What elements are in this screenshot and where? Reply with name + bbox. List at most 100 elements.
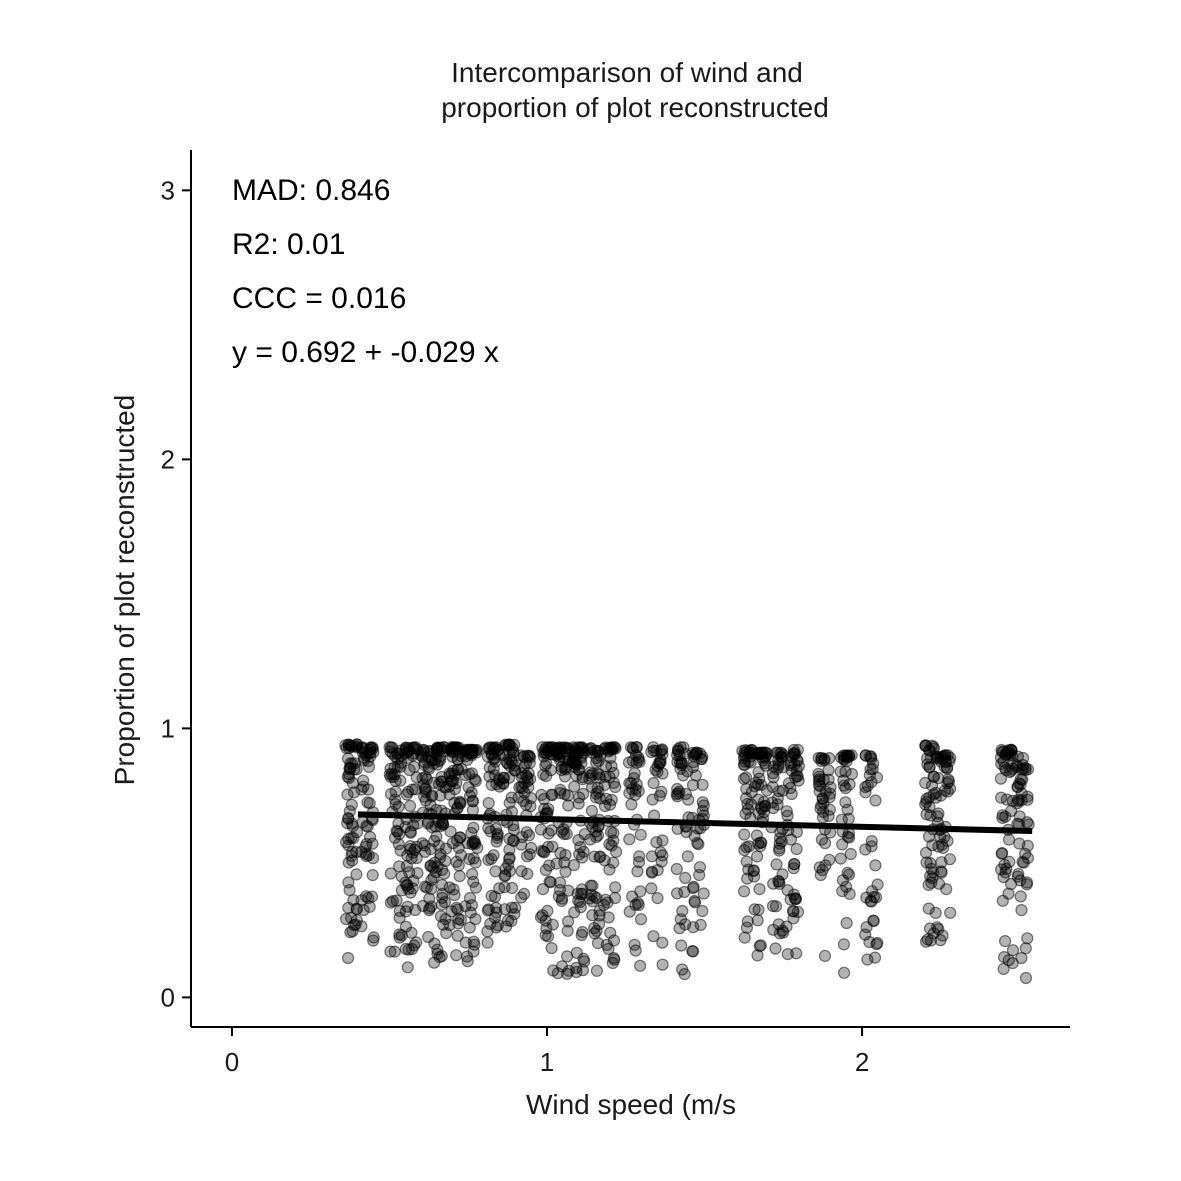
data-point	[753, 747, 766, 761]
data-point	[608, 891, 622, 905]
data-point	[737, 885, 751, 898]
data-point	[938, 830, 951, 844]
data-point	[342, 951, 355, 965]
data-point	[670, 887, 684, 900]
data-point	[919, 776, 932, 790]
data-point	[537, 845, 550, 858]
data-point	[570, 769, 583, 782]
data-point	[607, 776, 621, 790]
data-point	[818, 949, 832, 963]
data-point	[567, 858, 581, 872]
x-axis-title: Wind speed (m/s	[526, 1089, 736, 1120]
data-point	[692, 838, 705, 851]
data-point	[599, 759, 613, 773]
data-point	[570, 946, 583, 959]
data-point	[520, 850, 534, 863]
x-axis-ticks: 0 1 2	[225, 1027, 869, 1077]
x-tick-label: 1	[540, 1047, 554, 1077]
data-point	[572, 741, 585, 754]
data-point	[816, 863, 829, 877]
data-point	[645, 882, 658, 895]
data-point	[444, 825, 457, 838]
data-point	[464, 906, 477, 919]
data-point	[645, 865, 659, 878]
data-point	[836, 884, 849, 898]
data-point	[503, 771, 516, 784]
data-point	[489, 822, 503, 836]
data-point	[681, 850, 694, 863]
data-point	[634, 885, 647, 898]
data-point	[1003, 855, 1016, 869]
data-point	[676, 963, 689, 976]
regression-line	[357, 811, 1033, 835]
data-point	[360, 819, 373, 832]
data-point	[461, 955, 474, 968]
data-point	[541, 930, 555, 943]
data-point	[584, 742, 597, 755]
data-point	[577, 845, 590, 858]
data-point	[942, 773, 955, 786]
data-point	[561, 924, 574, 937]
data-point	[941, 785, 954, 798]
data-point	[840, 749, 853, 762]
data-point	[586, 909, 599, 922]
data-point	[841, 803, 854, 816]
data-point	[740, 855, 753, 868]
data-point	[861, 779, 874, 792]
data-point	[741, 797, 754, 811]
data-point	[590, 964, 604, 977]
data-point	[696, 778, 709, 791]
data-point	[609, 845, 623, 859]
data-point	[561, 915, 575, 928]
data-point	[431, 744, 444, 758]
data-point	[675, 939, 688, 952]
data-point	[555, 892, 569, 905]
data-point	[753, 882, 766, 896]
data-point	[740, 841, 753, 854]
data-point	[609, 881, 622, 894]
data-point	[689, 769, 702, 782]
data-point	[588, 927, 601, 940]
data-point	[859, 749, 872, 762]
data-point	[405, 926, 418, 939]
data-point	[348, 786, 361, 799]
data-point	[697, 809, 711, 822]
data-point	[787, 912, 800, 925]
data-point	[403, 763, 416, 777]
data-point	[383, 768, 396, 781]
data-point	[384, 867, 397, 880]
data-point	[1002, 887, 1015, 900]
data-point	[770, 762, 784, 776]
data-point	[1016, 855, 1029, 869]
data-point	[740, 921, 754, 934]
data-point	[843, 887, 856, 901]
data-point	[1000, 862, 1013, 876]
data-point	[864, 894, 877, 908]
data-point	[630, 756, 643, 769]
data-point	[393, 928, 406, 941]
data-point	[788, 758, 801, 771]
data-point	[489, 901, 503, 915]
data-point	[695, 752, 708, 766]
data-point	[822, 809, 835, 823]
data-point	[1021, 932, 1034, 945]
data-point	[509, 901, 522, 914]
data-point	[436, 878, 449, 892]
data-point	[769, 942, 782, 955]
data-point	[559, 865, 572, 878]
data-point	[781, 884, 794, 897]
data-point	[869, 794, 882, 807]
data-point	[534, 911, 548, 924]
data-point	[634, 828, 647, 841]
data-point	[787, 862, 800, 875]
data-point	[542, 827, 555, 840]
data-point	[936, 929, 949, 942]
data-point	[417, 778, 430, 791]
data-point	[784, 758, 797, 772]
data-point	[607, 834, 620, 847]
data-point	[1013, 810, 1026, 823]
data-point	[1013, 837, 1026, 850]
data-point	[859, 843, 872, 856]
data-point	[788, 857, 801, 871]
data-point	[818, 752, 831, 765]
